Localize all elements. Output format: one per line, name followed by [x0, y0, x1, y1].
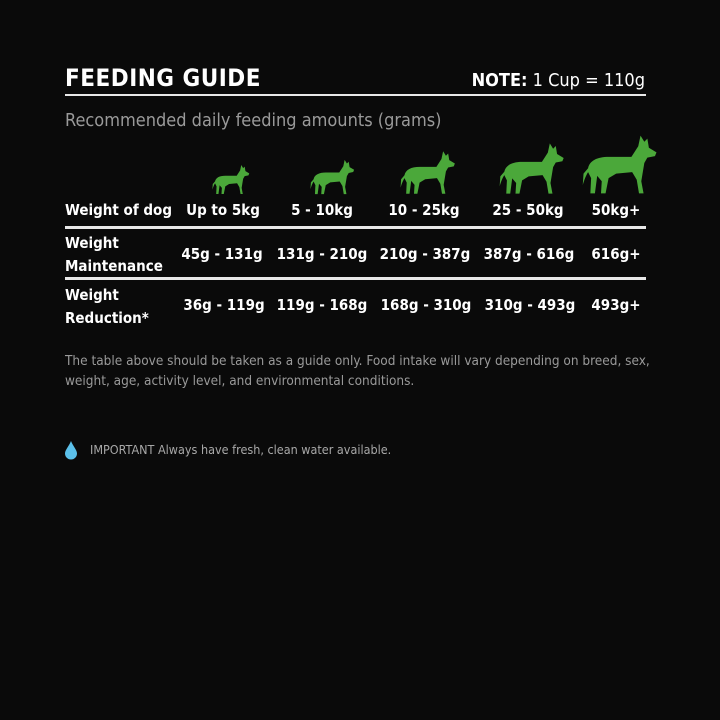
disclaimer: The table above should be taken as a gui… [65, 353, 650, 389]
row-label-reduction: Weight Reduction* [65, 284, 149, 330]
water-drop-icon [65, 441, 77, 460]
important-note: IMPORTANT Always have fresh, clean water… [90, 442, 392, 457]
note-value: 1 Cup = 110g [532, 70, 645, 91]
table-cell: 36g - 119g [183, 296, 265, 314]
table-cell: 387g - 616g [483, 245, 575, 263]
dog-silhouette-icon [310, 159, 355, 195]
column-header: 50kg+ [591, 201, 641, 219]
row-divider [65, 277, 646, 280]
table-cell: 168g - 310g [380, 296, 472, 314]
dog-silhouette-icon [400, 150, 456, 195]
column-header: Up to 5kg [186, 201, 260, 219]
table-cell: 119g - 168g [276, 296, 368, 314]
table-cell: 131g - 210g [276, 245, 368, 263]
table-cell: 493g+ [591, 296, 641, 314]
row-label-line: Weight [65, 286, 119, 304]
dog-silhouette-icon [499, 142, 565, 195]
column-header: 10 - 25kg [388, 201, 460, 219]
column-header-weight: Weight of dog [65, 201, 172, 219]
row-label-line: Reduction* [65, 309, 149, 327]
page-title: FEEDING GUIDE [65, 64, 261, 92]
dog-silhouette-icon [582, 134, 658, 195]
header-divider [65, 226, 646, 229]
subtitle: Recommended daily feeding amounts (grams… [65, 110, 442, 131]
row-label-maintenance: Weight Maintenance [65, 232, 163, 278]
table-cell: 210g - 387g [379, 245, 471, 263]
title-divider [65, 94, 646, 96]
table-cell: 45g - 131g [181, 245, 263, 263]
column-header: 5 - 10kg [291, 201, 353, 219]
dog-silhouette-icon [212, 164, 250, 195]
row-label-line: Weight [65, 234, 119, 252]
cup-note: NOTE: 1 Cup = 110g [472, 70, 645, 91]
table-cell: 616g+ [591, 245, 641, 263]
column-header: 25 - 50kg [492, 201, 564, 219]
table-cell: 310g - 493g [484, 296, 576, 314]
note-label: NOTE: [471, 70, 528, 91]
row-label-line: Maintenance [65, 257, 163, 275]
